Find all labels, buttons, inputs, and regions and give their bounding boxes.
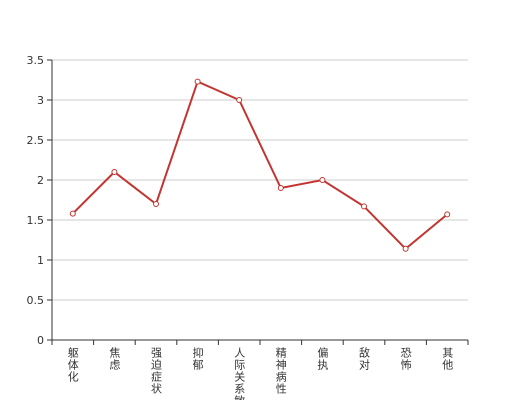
point [111,169,118,175]
x-tick-label: 焦虑 [108,347,121,371]
point [69,210,76,217]
x-tick-label: 抑郁 [191,346,204,371]
point [236,97,243,103]
x-tick-label: 强迫症状 [150,347,163,395]
x-tick-label: 其他 [441,347,454,371]
x-tick-label: 人际关系敏感 [233,347,246,400]
point [319,177,326,183]
x-tick-label: 偏执 [316,346,329,371]
y-tick-label: 1.5 [27,214,45,227]
y-tick-label: 1 [37,254,44,267]
point [153,201,159,207]
y-tick-label: 3 [37,94,44,107]
y-tick-label: 3.5 [27,54,45,67]
y-tick-label: 2 [37,174,44,187]
point [361,203,367,210]
point [277,185,284,191]
y-tick-label: 0.5 [27,294,45,307]
y-tick-label: 0 [37,334,44,347]
x-tick-label: 躯体化 [66,347,79,383]
x-tick-label: 敌对 [358,346,371,371]
line [72,80,448,251]
point [444,211,451,218]
x-tick-label: 精神病性 [274,347,287,395]
x-tick-label: 恐怖 [399,347,412,371]
point [194,78,201,85]
y-tick-label: 2.5 [27,134,45,147]
point [402,245,409,252]
